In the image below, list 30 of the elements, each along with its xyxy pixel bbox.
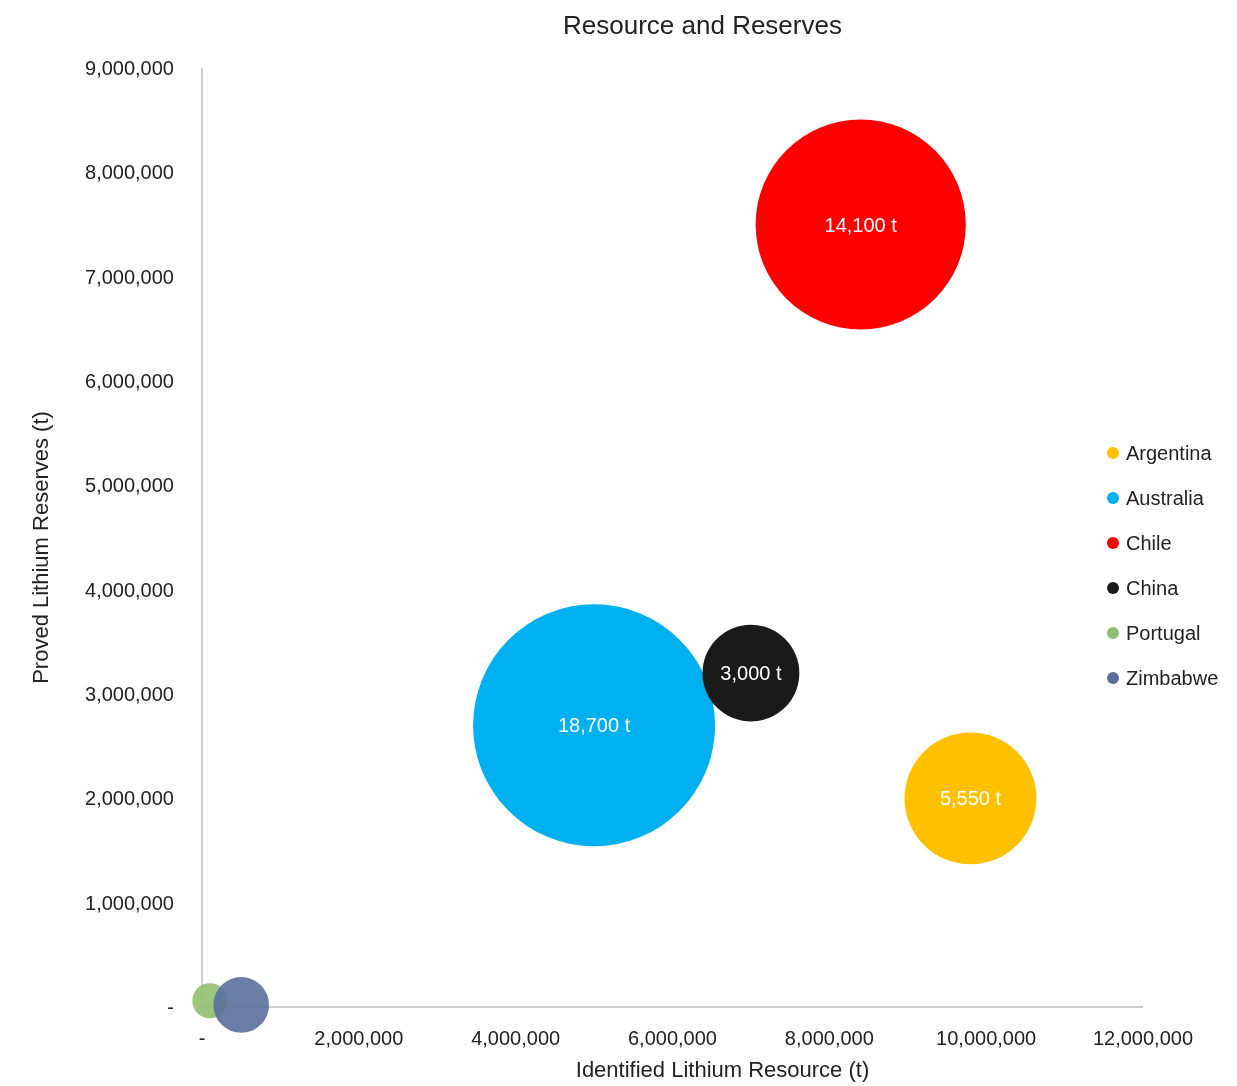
- x-tick-label: 12,000,000: [1092, 1027, 1194, 1049]
- legend-label: Argentina: [1126, 442, 1213, 464]
- x-tick-label: 8,000,000: [784, 1027, 874, 1049]
- x-axis-title: Identified Lithium Resource (t): [575, 1057, 870, 1082]
- y-tick-label: 7,000,000: [85, 265, 174, 288]
- x-tick-label: 6,000,000: [628, 1027, 717, 1049]
- legend-label: China: [1126, 577, 1180, 599]
- annotation: 18,700 t: [557, 714, 631, 737]
- x-tick-label: 2,000,000: [314, 1027, 404, 1049]
- y-tick-label: 9,000,000: [85, 57, 174, 79]
- legend-label: Chile: [1126, 532, 1172, 554]
- y-tick-label: -: [167, 996, 174, 1018]
- annotation: 5,550 t: [939, 787, 1002, 810]
- chart-title: Resource and Reserves: [563, 10, 842, 40]
- annotation: 14,100 t: [824, 213, 898, 236]
- x-tick-label: 10,000,000: [936, 1027, 1037, 1049]
- annotation: 3,000 t: [720, 662, 782, 685]
- x-tick-label: -: [198, 1027, 206, 1049]
- y-tick-label: 1,000,000: [85, 891, 174, 914]
- x-tick-label: 4,000,000: [471, 1027, 561, 1049]
- legend-label: Zimbabwe: [1126, 667, 1219, 689]
- y-tick-label: 5,000,000: [85, 474, 174, 497]
- y-tick-label: 6,000,000: [85, 370, 174, 392]
- legend-label: Australia: [1126, 487, 1205, 509]
- y-tick-label: 2,000,000: [85, 787, 174, 810]
- y-tick-label: 3,000,000: [85, 683, 174, 705]
- y-axis-title: Proved Lithium Reserves (t): [28, 411, 53, 684]
- legend-label: Portugal: [1126, 622, 1201, 644]
- y-tick-label: 4,000,000: [85, 578, 174, 601]
- y-tick-label: 8,000,000: [85, 161, 174, 184]
